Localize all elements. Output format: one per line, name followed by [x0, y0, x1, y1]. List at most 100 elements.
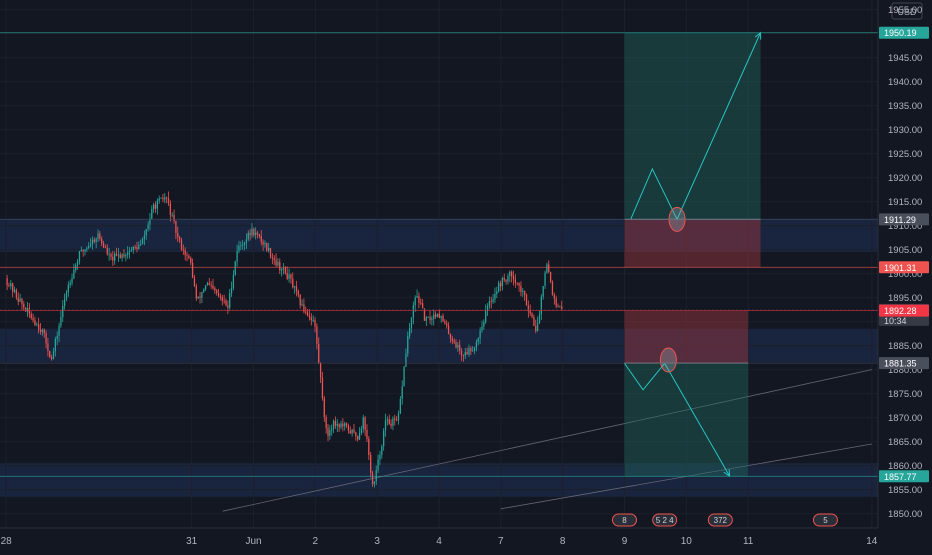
candle-body	[538, 314, 541, 324]
candle-body	[423, 308, 426, 321]
candle-body	[93, 239, 95, 242]
y-tick-label-9: 1895.00	[888, 293, 922, 304]
candle-body	[45, 333, 47, 344]
candle-body	[136, 247, 138, 250]
candle-body	[481, 326, 483, 331]
x-tick-label-0: 28	[1, 536, 13, 547]
candle-body	[531, 313, 533, 317]
candle-body	[332, 420, 335, 429]
candle-body	[292, 278, 294, 288]
candle-body	[355, 432, 357, 437]
x-tick-label-1: 31	[186, 536, 198, 547]
x-tick-label-7: 8	[560, 536, 566, 547]
candle-body	[523, 290, 526, 295]
candle-body	[156, 200, 159, 209]
candle-body	[349, 430, 351, 434]
price-label-2: 1901.31	[884, 263, 917, 273]
y-tick-label-17: 1935.00	[888, 101, 922, 112]
trendline-0	[222, 369, 872, 512]
currency-badge[interactable]	[891, 2, 923, 20]
candle-body	[210, 284, 212, 286]
candle-body	[69, 282, 71, 286]
candle-body	[188, 255, 190, 259]
candle-body	[375, 470, 377, 482]
candle-body	[451, 338, 453, 341]
grid-layer	[0, 0, 878, 528]
time-axis[interactable]	[0, 528, 932, 550]
candle-body	[36, 324, 38, 326]
y-tick-label-3: 1865.00	[888, 437, 922, 448]
candle-body	[301, 304, 303, 306]
candle-body	[412, 305, 414, 318]
candle-body	[360, 428, 363, 434]
price-label-4: 1892.28	[884, 306, 917, 316]
candle-body	[479, 330, 481, 339]
candle-body	[362, 417, 364, 429]
candle-body	[327, 427, 329, 436]
candle-body	[71, 278, 73, 283]
candle-body	[56, 335, 58, 340]
positions-layer[interactable]	[624, 32, 761, 477]
candle-body	[514, 279, 517, 283]
candle-body	[540, 296, 542, 315]
price-countdown-3: 10:34	[884, 316, 907, 326]
candle-body	[314, 319, 316, 327]
candle-body	[138, 244, 140, 250]
projection-layer	[624, 31, 762, 478]
candle-body	[499, 282, 502, 287]
candle-body	[394, 418, 396, 420]
candle-body	[470, 348, 472, 352]
price-label-5: 1881.35	[884, 359, 917, 369]
candle-body	[442, 315, 444, 322]
y-tick-label-18: 1940.00	[888, 77, 922, 88]
candle-body	[223, 300, 225, 302]
candle-body	[418, 295, 420, 303]
candle-body	[134, 247, 136, 248]
candle-body	[112, 256, 114, 261]
candle-body	[262, 241, 264, 245]
candle-body	[232, 274, 235, 288]
candle-body	[204, 285, 207, 290]
candle-body	[392, 418, 394, 426]
candle-body	[527, 305, 529, 312]
candle-body	[229, 293, 231, 308]
candle-body	[19, 298, 21, 302]
candle-body	[447, 325, 450, 334]
candle-body	[511, 271, 513, 277]
candle-body	[41, 329, 44, 332]
candle-body	[275, 259, 277, 266]
candle-body	[429, 316, 431, 321]
candle-body	[297, 291, 299, 295]
candle-body	[434, 314, 437, 317]
candle-body	[147, 224, 149, 230]
candle-body	[162, 197, 164, 200]
candle-body	[125, 254, 127, 257]
event-markers[interactable]: 8 5 2 4 372 5	[611, 513, 838, 527]
horizontal-lines-layer	[0, 32, 878, 477]
candle-body	[379, 454, 381, 460]
candle-body	[132, 247, 134, 250]
candle-body	[542, 285, 544, 297]
candle-body	[397, 413, 400, 421]
candle-body	[67, 285, 69, 293]
candle-body	[167, 198, 170, 204]
candle-body	[468, 348, 470, 355]
candle-body	[293, 286, 296, 288]
candle-body	[127, 252, 129, 255]
candle-body	[496, 291, 498, 294]
price-label-bg-5	[879, 357, 929, 370]
x-tick-label-8: 9	[622, 536, 628, 547]
y-tick-label-19: 1945.00	[888, 53, 922, 64]
candle-body	[193, 277, 196, 287]
candle-body	[466, 352, 468, 355]
candle-body	[256, 232, 259, 235]
candle-body	[399, 398, 402, 414]
candle-body	[76, 261, 79, 266]
candle-body	[227, 305, 229, 308]
event-marker-0	[611, 513, 637, 527]
candle-body	[492, 299, 494, 302]
candle-body	[436, 313, 439, 317]
candle-body	[520, 285, 522, 292]
